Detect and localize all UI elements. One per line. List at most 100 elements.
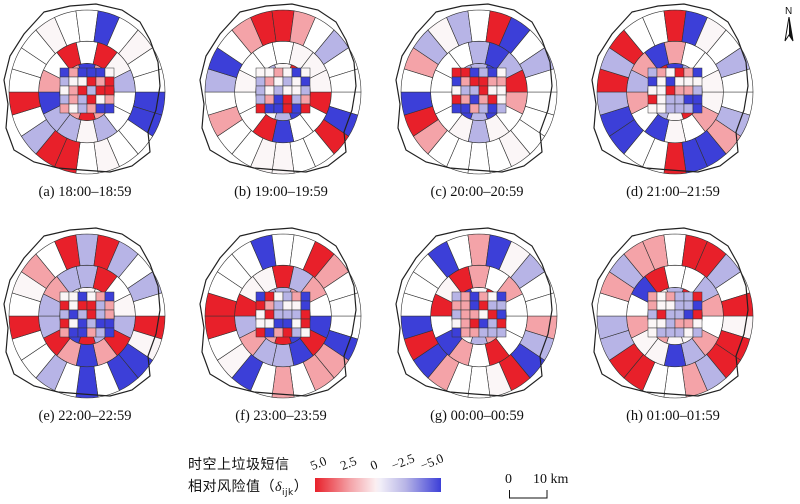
legend-title-close: ）	[293, 479, 309, 495]
scale-bar-line	[509, 490, 548, 499]
district	[104, 85, 115, 96]
map-panel-c: (c) 20:00–20:59	[392, 0, 582, 200]
district	[656, 103, 667, 114]
district	[487, 76, 498, 87]
district	[647, 76, 658, 87]
district	[656, 300, 667, 311]
district	[460, 85, 471, 96]
district	[683, 318, 694, 329]
district	[683, 327, 694, 338]
district	[469, 94, 480, 105]
legend-tick: 0	[368, 456, 380, 474]
district	[264, 76, 275, 87]
district	[95, 291, 106, 302]
district	[683, 103, 694, 114]
district	[68, 103, 79, 114]
district	[496, 103, 507, 114]
district	[77, 300, 88, 311]
map-panel-e: (e) 22:00–22:59	[0, 224, 190, 424]
district	[656, 85, 667, 96]
district	[291, 85, 302, 96]
district	[282, 85, 293, 96]
district	[282, 318, 293, 329]
district	[104, 67, 115, 78]
district	[469, 85, 480, 96]
district	[255, 103, 266, 114]
district	[478, 85, 489, 96]
district	[68, 318, 79, 329]
district	[59, 94, 70, 105]
district	[291, 309, 302, 320]
district	[95, 327, 106, 338]
district	[647, 291, 658, 302]
district	[478, 94, 489, 105]
district	[460, 67, 471, 78]
district	[451, 300, 462, 311]
district	[478, 76, 489, 87]
district	[674, 67, 685, 78]
district	[86, 85, 97, 96]
north-arrow-icon	[784, 17, 794, 42]
district	[95, 94, 106, 105]
district	[68, 76, 79, 87]
district	[451, 309, 462, 320]
district	[647, 309, 658, 320]
district	[451, 291, 462, 302]
district	[59, 103, 70, 114]
district	[86, 94, 97, 105]
district	[496, 291, 507, 302]
district	[692, 67, 703, 78]
district	[665, 67, 676, 78]
district	[282, 67, 293, 78]
legend-color-bar	[315, 478, 441, 492]
district	[674, 309, 685, 320]
district	[469, 76, 480, 87]
district	[692, 76, 703, 87]
district	[86, 67, 97, 78]
district	[77, 327, 88, 338]
district	[656, 309, 667, 320]
district	[59, 309, 70, 320]
district	[300, 309, 311, 320]
district	[59, 300, 70, 311]
district	[86, 300, 97, 311]
district	[496, 318, 507, 329]
district	[273, 300, 284, 311]
district	[460, 309, 471, 320]
district	[264, 67, 275, 78]
district	[460, 327, 471, 338]
district	[647, 103, 658, 114]
district	[86, 76, 97, 87]
district	[478, 300, 489, 311]
district	[647, 85, 658, 96]
district	[469, 291, 480, 302]
district	[329, 68, 362, 93]
district	[478, 327, 489, 338]
district	[683, 67, 694, 78]
district	[656, 94, 667, 105]
district	[291, 327, 302, 338]
legend-title-line1: 时空上垃圾短信	[188, 457, 290, 473]
district	[665, 85, 676, 96]
district	[451, 67, 462, 78]
district	[282, 327, 293, 338]
district	[273, 309, 284, 320]
district	[273, 76, 284, 87]
district-map	[395, 3, 558, 175]
district	[95, 85, 106, 96]
district	[300, 291, 311, 302]
district	[77, 85, 88, 96]
legend-tick: −5.0	[418, 450, 446, 474]
district	[59, 291, 70, 302]
district	[300, 318, 311, 329]
legend-tick: 2.5	[338, 453, 359, 474]
district	[496, 85, 507, 96]
district	[104, 327, 115, 338]
district	[77, 318, 88, 329]
map-panel-b: (b) 19:00–19:59	[196, 0, 386, 200]
district	[255, 67, 266, 78]
district	[291, 76, 302, 87]
district	[451, 103, 462, 114]
district	[692, 327, 703, 338]
district	[104, 300, 115, 311]
